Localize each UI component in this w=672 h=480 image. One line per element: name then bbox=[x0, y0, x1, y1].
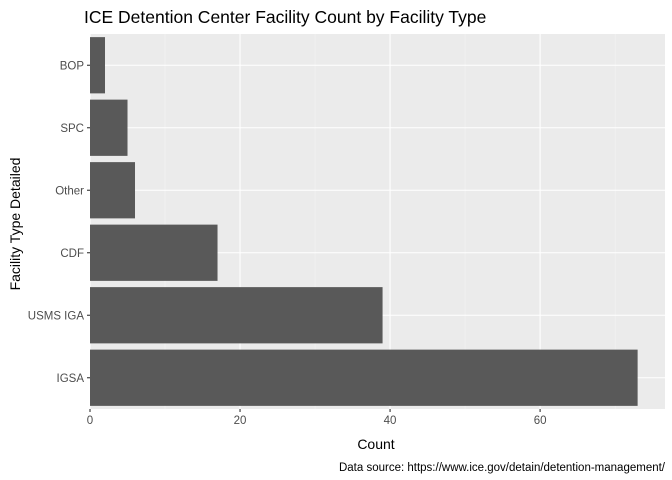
data-source-caption: Data source: https://www.ice.gov/detain/… bbox=[339, 462, 666, 474]
chart-title: ICE Detention Center Facility Count by F… bbox=[84, 7, 486, 27]
y-axis: IGSA USMS IGA CDF Other SPC BOP bbox=[28, 60, 90, 385]
bars bbox=[90, 37, 638, 406]
plot-panel bbox=[90, 34, 665, 409]
y-tick-label: BOP bbox=[60, 60, 85, 72]
y-tick-label: IGSA bbox=[57, 373, 85, 385]
y-tick-label: Other bbox=[55, 185, 84, 197]
major-gridlines bbox=[89, 34, 665, 409]
bar-spc bbox=[90, 99, 128, 156]
y-tick-label: SPC bbox=[60, 123, 84, 135]
x-tick-label: 60 bbox=[534, 415, 547, 427]
bar-other bbox=[90, 162, 136, 219]
x-tick-label: 40 bbox=[384, 415, 397, 427]
bar-usms-iga bbox=[90, 287, 383, 344]
bar-cdf bbox=[90, 224, 218, 281]
bar-bop bbox=[90, 37, 106, 94]
bar-igsa bbox=[90, 349, 638, 406]
y-axis-title: Facility Type Detailed bbox=[7, 158, 23, 291]
x-axis: 0 20 40 60 bbox=[87, 409, 547, 427]
y-tick-label: CDF bbox=[60, 248, 84, 260]
x-tick-label: 0 bbox=[87, 415, 93, 427]
y-tick-label: USMS IGA bbox=[28, 310, 85, 322]
x-tick-label: 20 bbox=[234, 415, 247, 427]
minor-gridlines bbox=[164, 34, 616, 409]
x-axis-title: Count bbox=[357, 436, 394, 452]
